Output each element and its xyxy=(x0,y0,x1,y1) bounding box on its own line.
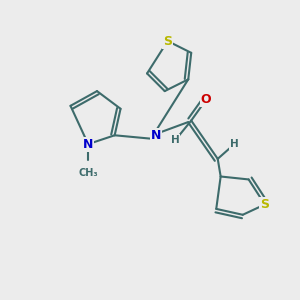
Text: S: S xyxy=(163,34,172,48)
Text: N: N xyxy=(151,129,161,142)
Text: H: H xyxy=(230,139,238,149)
Text: N: N xyxy=(83,138,93,151)
Text: S: S xyxy=(260,198,269,211)
Text: O: O xyxy=(201,93,211,106)
Text: H: H xyxy=(171,135,179,145)
Text: CH₃: CH₃ xyxy=(78,168,98,178)
